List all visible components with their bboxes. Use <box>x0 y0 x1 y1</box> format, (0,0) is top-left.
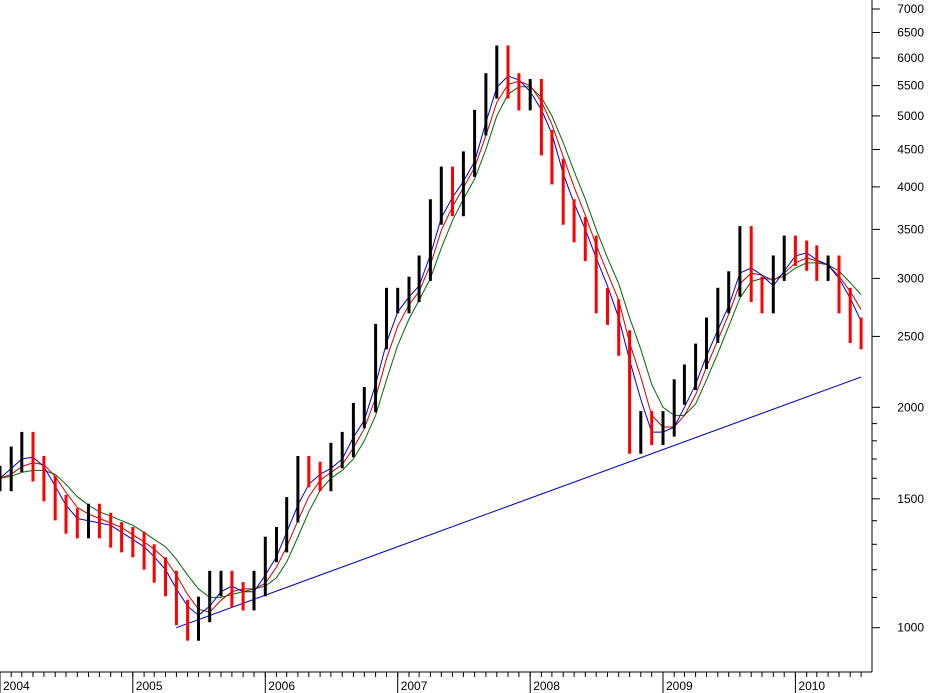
x-tick-label: 2006 <box>268 679 295 693</box>
x-tick-label: 2007 <box>401 679 428 693</box>
support-trendline <box>176 376 862 629</box>
y-tick-label: 2000 <box>897 400 924 414</box>
x-tick-label: 2009 <box>666 679 693 693</box>
y-tick-label: 3000 <box>897 271 924 285</box>
x-tick-label: 2008 <box>533 679 560 693</box>
y-tick-label: 7000 <box>897 2 924 16</box>
x-tick-label: 2004 <box>3 679 30 693</box>
y-tick-label: 6000 <box>897 51 924 65</box>
y-tick-label: 2500 <box>897 329 924 343</box>
y-tick-label: 1000 <box>897 621 924 635</box>
y-tick-label: 6500 <box>897 26 924 40</box>
y-tick-label: 5000 <box>897 109 924 123</box>
y-tick-label: 3500 <box>897 222 924 236</box>
x-tick-label: 2005 <box>136 679 163 693</box>
y-tick-label: 4500 <box>897 143 924 157</box>
y-tick-label: 5500 <box>897 79 924 93</box>
series-layer <box>0 45 863 641</box>
y-tick-label: 1500 <box>897 492 924 506</box>
x-tick-label: 2010 <box>798 679 825 693</box>
y-tick-label: 4000 <box>897 180 924 194</box>
